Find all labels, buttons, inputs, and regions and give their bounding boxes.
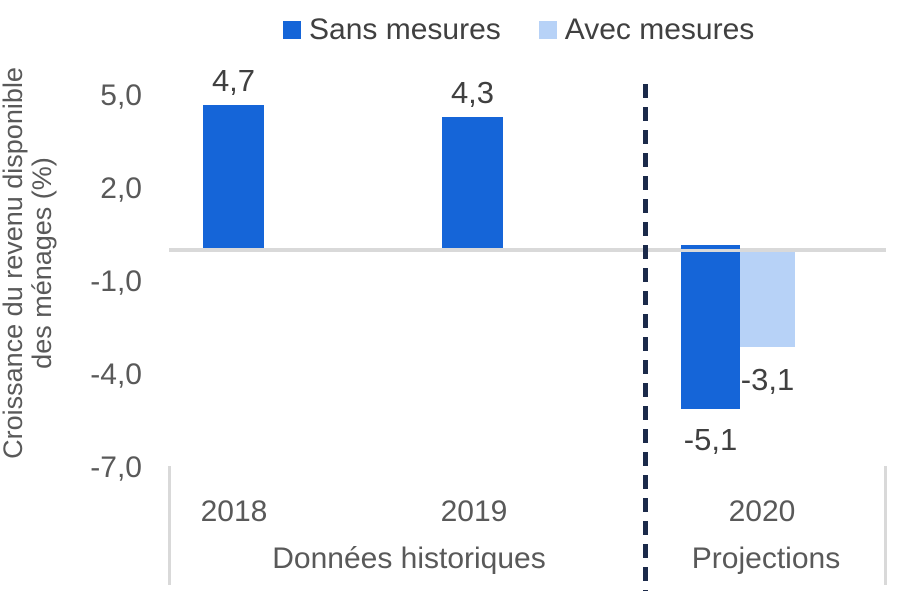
legend-swatch-light-blue — [538, 21, 557, 39]
bar-value-label: -5,1 — [683, 421, 738, 457]
legend-label: Avec mesures — [564, 13, 755, 46]
y-tick-label: 2,0 — [100, 171, 142, 205]
y-axis-title-line1: Croissance du revenu disponible — [0, 67, 28, 459]
bar-value-label: 4,3 — [450, 75, 495, 111]
y-axis-title: Croissance du revenu disponible des ména… — [0, 66, 57, 460]
legend-label: Sans mesures — [309, 13, 501, 46]
x-group-label-projections: Projections — [691, 542, 841, 575]
legend-item-sans-mesures: Sans mesures — [283, 12, 501, 48]
x-axis-tick-right — [884, 466, 887, 585]
legend-swatch-dark-blue — [283, 21, 301, 39]
legend: Sans mesures Avec mesures — [283, 12, 754, 48]
y-tick-label: 5,0 — [100, 78, 142, 112]
x-group-label-historical: Données historiques — [272, 542, 546, 575]
bar-2018-sans-mesures — [203, 104, 264, 251]
y-tick-label: -4,0 — [90, 357, 142, 391]
x-axis-tick-left — [168, 466, 171, 585]
zero-baseline — [169, 248, 886, 252]
x-category-label-2018: 2018 — [200, 495, 268, 528]
legend-item-avec-mesures: Avec mesures — [538, 12, 755, 48]
bar-value-label: -3,1 — [740, 361, 795, 397]
bar-2020-avec-mesures — [740, 250, 795, 347]
projection-separator-dashed-line — [643, 84, 648, 591]
x-category-label-2020: 2020 — [728, 495, 796, 528]
bar-2019-sans-mesures — [442, 117, 503, 251]
bar-2020-sans-mesures — [681, 250, 740, 409]
y-axis-title-line2: des ménages (%) — [27, 157, 57, 369]
bar-value-label: 4,7 — [211, 62, 256, 98]
bar-cap-artifact — [681, 244, 740, 249]
x-category-label-2019: 2019 — [440, 495, 508, 528]
y-tick-label: -1,0 — [90, 264, 142, 298]
y-tick-label: -7,0 — [90, 450, 142, 484]
